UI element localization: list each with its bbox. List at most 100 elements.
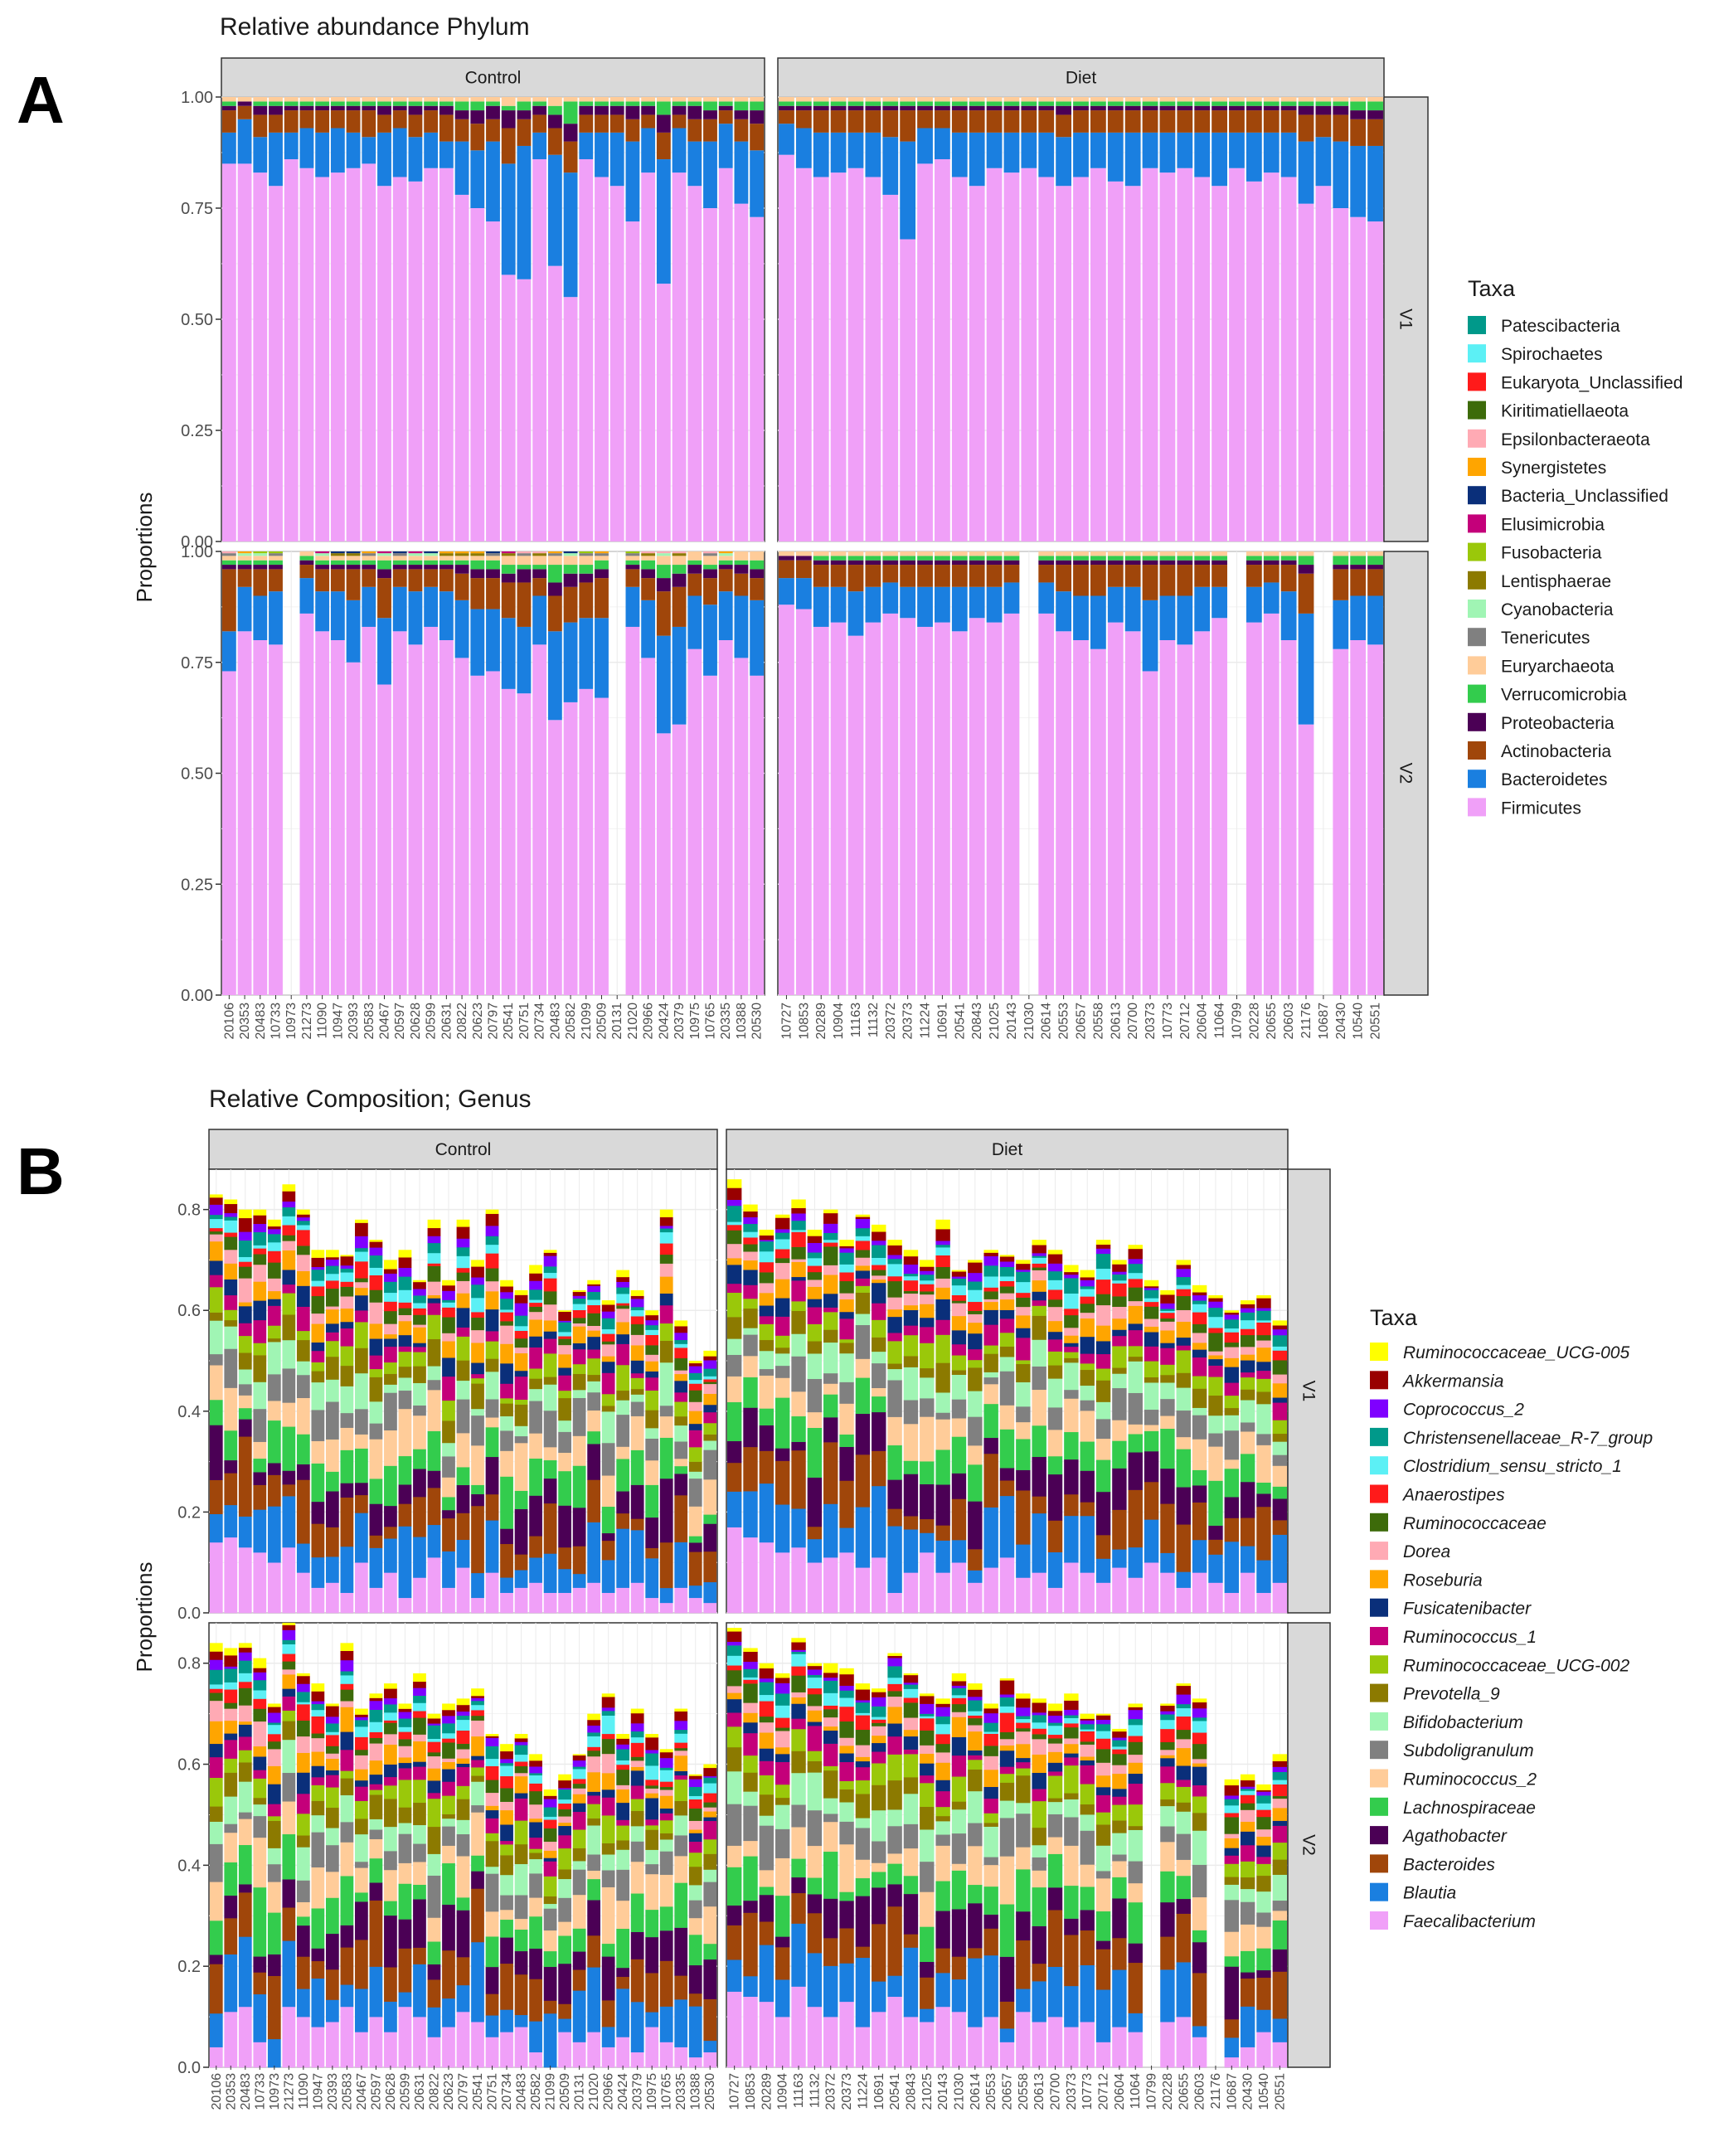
legend-swatch: [1370, 1427, 1388, 1446]
bar-segment-faecalibacterium: [500, 2032, 513, 2068]
bar-segment-blautia: [514, 1570, 528, 1588]
bar-segment-ruminococcus_2: [999, 1405, 1015, 1430]
bar-segment-christensenellaceae_r-7_group: [951, 1687, 967, 1696]
bar-segment-actinobacteria: [315, 110, 330, 133]
bar-segment-coprococcus_2: [951, 1276, 967, 1279]
bar-segment-dorea: [500, 1325, 513, 1344]
bar-segment-euryarchaeota: [813, 97, 829, 102]
bar-segment-bacteroidetes: [346, 132, 361, 168]
bar-segment-faecalibacterium: [1192, 2037, 1207, 2068]
bar-segment-bifidobacterium: [759, 1815, 775, 1826]
bar-segment-agathobacter: [340, 1483, 354, 1498]
bar-segment-ruminococcus_1: [999, 1318, 1015, 1333]
bar-segment-fusicatenibacter: [1080, 1760, 1095, 1765]
bar-segment-tenericutes: [362, 553, 376, 556]
bar-segment-clostridium_sensu_stricto_1: [296, 1225, 310, 1231]
bar-segment-euryarchaeota: [1280, 551, 1297, 556]
bar-segment-ruminococcus_2: [659, 1415, 673, 1438]
bar-segment-verrucomicrobia: [315, 101, 330, 106]
bar-segment-ruminococcaceae_ucg-005: [872, 1688, 886, 1692]
bar-segment-blautia: [935, 1973, 950, 2008]
bar-segment-faecalibacterium: [1032, 2022, 1046, 2068]
bar-segment-roseburia: [743, 1260, 758, 1270]
bar-segment-faecalibacterium: [887, 1592, 902, 1614]
bar-segment-lachnospiraceae: [1144, 1430, 1159, 1452]
bar-segment-fusicatenibacter: [1047, 1762, 1063, 1772]
bar-segment-ruminococcus_2: [630, 1861, 644, 1894]
bar-segment-bacteroidetes: [718, 124, 733, 168]
bar-segment-ruminococcus_1: [1016, 1761, 1031, 1769]
bar-segment-lachnospiraceae: [674, 1465, 688, 1474]
bar-segment-bacteroidetes: [1263, 132, 1280, 173]
bar-segment-christensenellaceae_r-7_group: [558, 1789, 571, 1800]
bar-segment-firmicutes: [718, 640, 733, 995]
bar-segment-clostridium_sensu_stricto_1: [968, 1289, 983, 1303]
bar-segment-coprococcus_2: [224, 1212, 238, 1217]
bar-segment-faecalibacterium: [887, 1996, 902, 2068]
bar-segment-ruminococcus_1: [1160, 1348, 1175, 1365]
bar-segment-faecalibacterium: [1016, 2012, 1031, 2068]
bar-segment-bifidobacterium: [903, 1367, 919, 1401]
bar-segment-ruminococcaceae: [442, 1317, 455, 1333]
bar-segment-ruminococcaceae_ucg-002: [1256, 1378, 1271, 1392]
bar-segment-subdoligranulum: [807, 1809, 823, 1847]
bar-segment-bifidobacterium: [471, 1408, 484, 1416]
bar-segment-ruminococcaceae: [485, 1780, 499, 1794]
bar-segment-prevotella_9: [791, 1751, 806, 1774]
bar-segment-ruminococcaceae_ucg-005: [1256, 1784, 1271, 1790]
bar-segment-blautia: [282, 1940, 296, 2008]
bar-segment-firmicutes: [1350, 216, 1367, 541]
bar-segment-bifidobacterium: [1112, 1373, 1127, 1389]
bar-segment-ruminococcaceae: [500, 1788, 513, 1802]
bar-segment-akkermansia: [791, 1207, 806, 1214]
x-tick-label: 20530: [750, 1003, 765, 1040]
bar-segment-agathobacter: [427, 1964, 441, 1980]
bar-segment-subdoligranulum: [935, 1412, 950, 1420]
bar-segment-roseburia: [1080, 1318, 1095, 1338]
bar-segment-agathobacter: [645, 1936, 659, 1974]
bar-segment-bifidobacterium: [427, 1366, 441, 1381]
bar-segment-firmicutes: [813, 626, 829, 995]
bar-segment-blautia: [674, 1542, 688, 1588]
bar-segment-proteobacteria: [346, 105, 361, 111]
bar-segment-ruminococcus_1: [253, 1319, 267, 1343]
bar-segment-anaerostipes: [1192, 1312, 1207, 1324]
bar-segment-ruminococcaceae: [823, 1246, 838, 1265]
bar-segment-roseburia: [659, 1795, 673, 1809]
bar-segment-firmicutes: [1246, 181, 1262, 541]
bar-segment-blautia: [903, 1947, 919, 2018]
bar-segment-dorea: [572, 1323, 586, 1327]
bar-segment-firmicutes: [221, 163, 236, 541]
bar-segment-ruminococcaceae_ucg-002: [1112, 1346, 1127, 1368]
bar-segment-firmicutes: [1056, 631, 1072, 995]
bar-segment-proteobacteria: [501, 573, 516, 583]
bar-segment-agathobacter: [558, 1963, 571, 2004]
bar-segment-roseburia: [340, 1308, 354, 1323]
x-tick-label: 20623: [471, 1003, 485, 1040]
bar-segment-lachnospiraceae: [659, 1906, 673, 1931]
bar-segment-ruminococcaceae: [743, 1683, 758, 1703]
bar-segment-euryarchaeota: [237, 97, 252, 102]
bar-segment-ruminococcus_1: [311, 1777, 325, 1785]
bar-segment-proteobacteria: [656, 114, 671, 133]
bar-segment-bacteroides: [839, 1928, 854, 1964]
bar-segment-roseburia: [630, 1766, 644, 1771]
bar-segment-clostridium_sensu_stricto_1: [369, 1267, 383, 1275]
bar-segment-faecalibacterium: [1080, 2022, 1095, 2068]
bar-segment-bacteroidetes: [847, 591, 864, 636]
bar-segment-roseburia: [999, 1299, 1015, 1310]
bar-segment-subdoligranulum: [253, 1815, 267, 1838]
bar-segment-bacteroidetes: [315, 591, 330, 632]
bar-segment-fusicatenibacter: [1047, 1331, 1063, 1340]
bar-segment-ruminococcaceae_ucg-005: [558, 1310, 571, 1312]
x-tick-label: 21099: [544, 2073, 558, 2110]
panel-letter: A: [17, 63, 65, 137]
bar-segment-ruminococcaceae: [601, 1738, 615, 1755]
legend-swatch: [1468, 316, 1486, 334]
bar-segment-clostridium_sensu_stricto_1: [355, 1726, 368, 1737]
x-tick-label: 20483: [515, 2073, 529, 2110]
bar-segment-christensenellaceae_r-7_group: [384, 1281, 397, 1294]
bar-segment-anaerostipes: [951, 1697, 967, 1705]
bar-segment-clostridium_sensu_stricto_1: [983, 1731, 998, 1734]
